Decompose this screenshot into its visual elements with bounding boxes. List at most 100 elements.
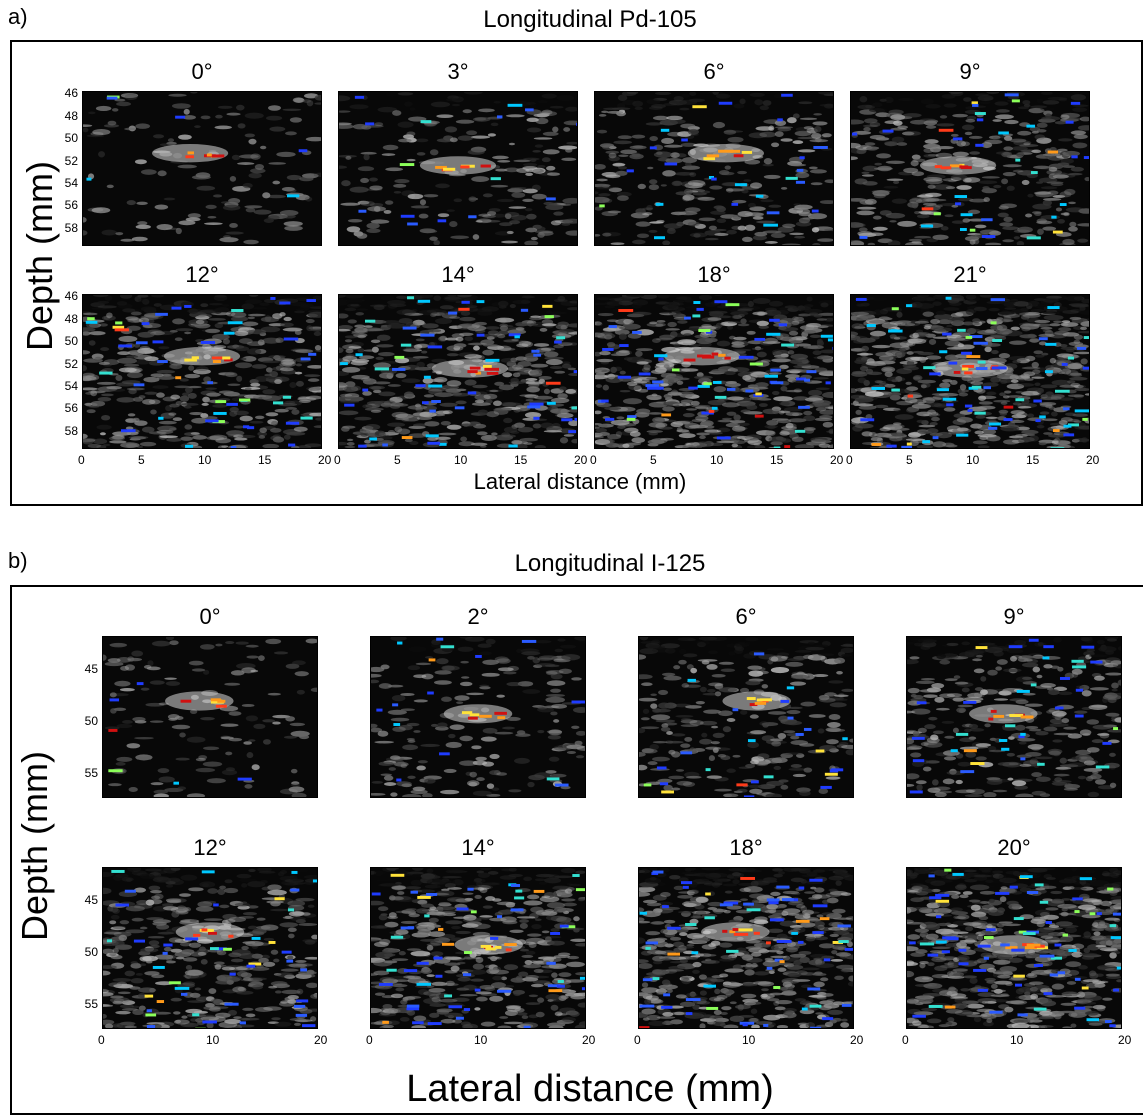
ultrasound-image [103,868,317,1028]
panel-b-frame [10,585,1143,1115]
x-tick-label: 20 [582,1033,596,1047]
y-tick-label: 50 [84,713,98,728]
y-tick-label: 46 [64,289,78,304]
x-tick-label: 10 [198,453,212,467]
y-tick-label: 55 [84,996,98,1011]
x-tick-label: 0 [98,1033,105,1047]
ultrasound-frame [594,91,834,246]
y-tick-label: 58 [64,220,78,235]
ultrasound-frame [370,867,586,1029]
y-tick-label: 55 [84,765,98,780]
ultrasound-image [339,92,577,245]
x-tick-label: 20 [850,1033,864,1047]
panel-b-title: Longitudinal I-125 [514,550,706,577]
ultrasound-image [83,92,321,245]
ultrasound-frame [370,636,586,798]
x-tick-label: 0 [590,453,597,467]
x-tick-label: 10 [206,1033,220,1047]
x-tick-label: 15 [1026,453,1040,467]
y-tick-label: 56 [64,198,78,213]
ultrasound-frame [82,294,322,449]
ultrasound-frame [850,91,1090,246]
ultrasound-frame [906,867,1122,1029]
ultrasound-frame [338,294,578,449]
panel-a-frame [10,40,1143,506]
x-tick-label: 15 [514,453,528,467]
ultrasound-frame [638,867,854,1029]
x-tick-label: 15 [770,453,784,467]
ultrasound-image [639,868,853,1028]
ultrasound-image [371,637,585,797]
angle-label: 18° [697,262,731,287]
panel-a-title: Longitudinal Pd-105 [483,6,697,33]
angle-label: 14° [461,835,495,860]
x-tick-label: 20 [1086,453,1100,467]
ultrasound-image [83,295,321,448]
ultrasound-image [371,868,585,1028]
panel-a-x-axis-label: Lateral distance (mm) [473,469,687,494]
y-tick-label: 52 [64,153,78,168]
ultrasound-frame [906,636,1122,798]
y-tick-label: 54 [64,379,78,393]
angle-label: 0° [191,59,213,84]
y-tick-label: 50 [64,131,78,146]
y-tick-label: 56 [64,401,78,416]
x-tick-label: 20 [1118,1033,1132,1047]
y-tick-label: 45 [84,893,98,908]
ultrasound-image [103,637,317,797]
angle-label: 9° [1003,604,1025,629]
x-tick-label: 5 [394,453,401,467]
x-tick-label: 0 [78,453,85,467]
ultrasound-image [907,637,1121,797]
ultrasound-frame [850,294,1090,449]
x-tick-label: 0 [634,1033,641,1047]
y-tick-label: 50 [64,334,78,349]
x-tick-label: 0 [902,1033,909,1047]
ultrasound-frame [82,91,322,246]
x-tick-label: 20 [574,453,588,467]
x-tick-label: 10 [742,1033,756,1047]
x-tick-label: 10 [1010,1033,1024,1047]
ultrasound-image [339,295,577,448]
x-tick-label: 20 [314,1033,328,1047]
y-tick-label: 58 [64,423,78,438]
angle-label: 18° [729,835,763,860]
ultrasound-frame [338,91,578,246]
angle-label: 21° [953,262,987,287]
y-tick-label: 48 [64,311,78,326]
angle-label: 9° [959,59,981,84]
ultrasound-frame [102,867,318,1029]
panel-b-y-axis-label: Depth (mm) [14,750,55,942]
x-tick-label: 5 [906,453,913,467]
angle-label: 0° [199,604,221,629]
y-tick-label: 48 [64,108,78,123]
ultrasound-image [595,92,833,245]
y-tick-label: 52 [64,356,78,371]
y-tick-label: 54 [64,176,78,190]
ultrasound-image [907,868,1121,1028]
ultrasound-frame [594,294,834,449]
x-tick-label: 5 [138,453,145,467]
angle-label: 6° [735,604,757,629]
angle-label: 12° [185,262,219,287]
ultrasound-image [851,295,1089,448]
panel-b-x-axis-label: Lateral distance (mm) [406,1068,774,1110]
x-tick-label: 15 [258,453,272,467]
ultrasound-image [851,92,1089,245]
x-tick-label: 0 [366,1033,373,1047]
panel-b-letter: b) [8,548,28,573]
x-tick-label: 20 [830,453,844,467]
ultrasound-frame [638,636,854,798]
ultrasound-image [595,295,833,448]
angle-label: 20° [997,835,1031,860]
x-tick-label: 10 [966,453,980,467]
angle-label: 6° [703,59,725,84]
x-tick-label: 20 [318,453,332,467]
x-tick-label: 10 [710,453,724,467]
x-tick-label: 5 [650,453,657,467]
x-tick-label: 0 [846,453,853,467]
x-tick-label: 10 [454,453,468,467]
ultrasound-image [639,637,853,797]
y-tick-label: 45 [84,662,98,677]
ultrasound-frame [102,636,318,798]
